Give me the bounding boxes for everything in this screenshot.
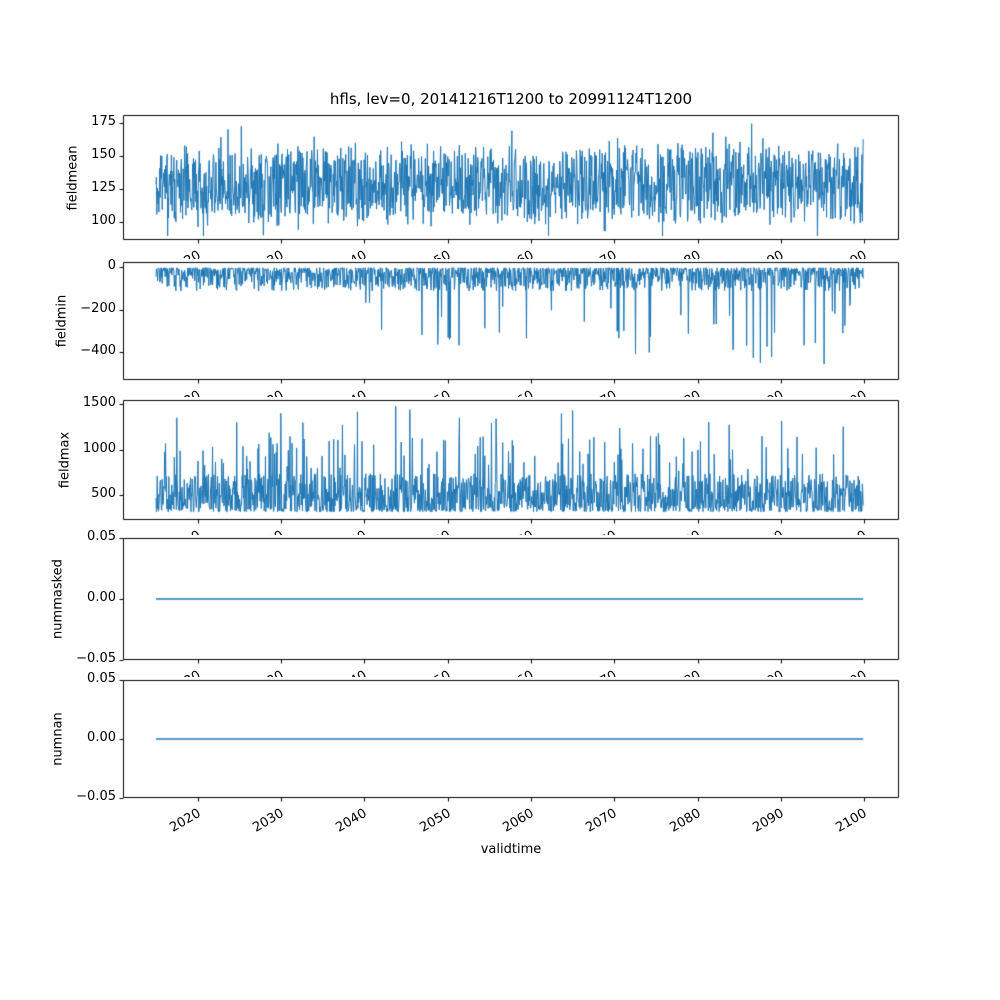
x-tick-label: 2070 — [560, 668, 620, 677]
fieldmax-plot-canvas — [113, 397, 909, 531]
y-tick-label: −0.05 — [76, 789, 116, 804]
y-tick-label: 1000 — [82, 440, 116, 456]
x-axis-label: validtime — [480, 842, 542, 857]
y-tick-label: 1500 — [82, 395, 116, 411]
x-tick-label: 2060 — [477, 668, 536, 677]
x-tick-label: 2080 — [644, 248, 703, 259]
x-tick-label: 2070 — [560, 388, 620, 397]
x-tick-label: 2060 — [477, 388, 536, 397]
x-tick-label: 2030 — [227, 248, 287, 259]
x-tick-labels: 2020 2030 2040 2050 2060 2070 2080 2090 2100 — [113, 386, 913, 397]
x-tick-label: 2050 — [394, 388, 453, 397]
x-tick-label: 2030 — [227, 388, 287, 397]
subplot-nummasked: nummasked −0.050.000.05 2020203020402050… — [51, 529, 909, 677]
x-tick-label: 2070 — [560, 248, 620, 259]
x-tick-label: 2060 — [477, 248, 536, 259]
subplot-fieldmin: fieldmin 0−200−400 202020302040205020602… — [55, 258, 909, 397]
subplot-numnan: numnan −0.05 0.00 0.05 2020 2030 2040 2050 206… — [51, 671, 909, 836]
x-tick-label: 2040 — [310, 388, 370, 397]
x-tick-label: 2090 — [727, 668, 786, 677]
y-tick-label: 150 — [91, 146, 116, 162]
fieldmean-plot-canvas — [113, 112, 909, 251]
x-tick-labels: 2020 2030 2040 2050 2060 2070 2080 2090 2100 — [113, 246, 913, 259]
y-tick-label: −200 — [80, 300, 116, 316]
y-tick-label: −400 — [80, 342, 116, 358]
x-tick-label: 2020 — [144, 528, 203, 535]
y-tick-label: 0 — [107, 258, 116, 274]
x-tick-label: 2100 — [810, 248, 869, 259]
nummasked-plot-canvas — [113, 535, 909, 671]
numnan-plot-canvas — [113, 677, 909, 809]
x-tick-label: 2080 — [644, 388, 703, 397]
x-tick-label: 2040 — [310, 528, 370, 535]
x-tick-label: 2060 — [477, 528, 536, 535]
y-tick-label: 0.05 — [87, 671, 116, 686]
x-tick-label: 2050 — [394, 528, 453, 535]
x-tick-label: 2030 — [227, 668, 287, 677]
x-tick-label: 2030 — [227, 528, 287, 535]
x-tick-label: 2020 — [144, 668, 203, 677]
x-tick-label: 2100 — [810, 528, 869, 535]
y-tick-label: −0.05 — [76, 651, 116, 666]
y-tick-label: 100 — [91, 212, 116, 228]
x-tick-label: 2090 — [727, 388, 786, 397]
x-tick-label: 2040 — [310, 668, 370, 677]
x-tick-label: 2070 — [560, 528, 620, 535]
y-tick-label: 500 — [91, 486, 116, 501]
x-tick-labels: 2020 2030 2040 2050 2060 2070 2080 2090 2100 — [113, 666, 913, 677]
x-tick-label: 2050 — [394, 668, 453, 677]
x-tick-label: 2080 — [644, 668, 703, 677]
x-tick-label: 2090 — [727, 528, 786, 535]
y-tick-label: 175 — [91, 113, 116, 129]
y-tick-label: 0.05 — [87, 529, 116, 544]
y-tick-label: 0.00 — [87, 730, 116, 745]
x-tick-label: 2020 — [144, 248, 203, 259]
x-tick-label: 2090 — [727, 248, 786, 259]
x-tick-label: 2100 — [810, 388, 869, 397]
figure-title: hfls, lev=0, 20141216T1200 to 20991124T1… — [329, 90, 693, 108]
x-tick-label: 2040 — [310, 248, 370, 259]
x-tick-labels: 2020 2030 2040 2050 2060 2070 2080 2090 2100 — [113, 526, 913, 535]
y-tick-label: 125 — [91, 179, 116, 195]
x-tick-label: 2080 — [644, 528, 703, 535]
x-tick-label: 2050 — [394, 248, 453, 259]
y-tick-label: 0.00 — [87, 590, 116, 605]
fieldmin-plot-canvas — [113, 259, 909, 391]
x-tick-label: 2100 — [810, 668, 869, 677]
x-tick-label: 2020 — [144, 388, 203, 397]
